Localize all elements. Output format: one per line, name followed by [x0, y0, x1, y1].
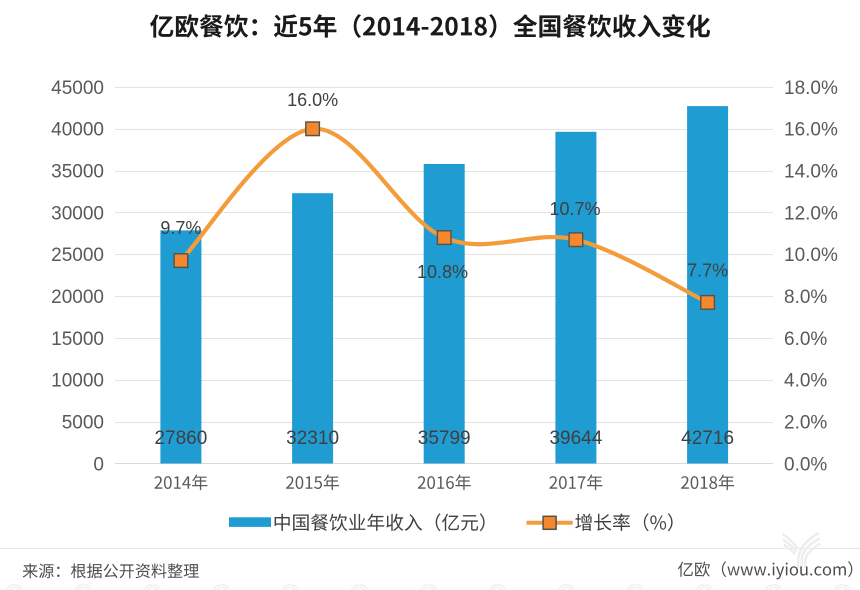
svg-text:20000: 20000 — [51, 287, 104, 308]
svg-text:4.0%: 4.0% — [784, 371, 827, 392]
svg-text:27860: 27860 — [154, 428, 207, 449]
svg-text:0: 0 — [93, 454, 104, 475]
svg-text:12.0%: 12.0% — [784, 203, 838, 224]
svg-text:32310: 32310 — [286, 428, 339, 449]
svg-text:9.7%: 9.7% — [160, 218, 201, 238]
svg-text:16.0%: 16.0% — [784, 120, 838, 141]
svg-text:18.0%: 18.0% — [784, 78, 838, 99]
svg-text:16.0%: 16.0% — [287, 90, 338, 110]
svg-text:10.0%: 10.0% — [784, 245, 838, 266]
svg-text:5000: 5000 — [62, 413, 104, 434]
svg-text:6.0%: 6.0% — [784, 329, 827, 350]
svg-text:2.0%: 2.0% — [784, 413, 827, 434]
svg-text:25000: 25000 — [51, 245, 104, 266]
svg-text:45000: 45000 — [51, 78, 104, 99]
svg-text:35799: 35799 — [418, 428, 471, 449]
svg-text:10000: 10000 — [51, 371, 104, 392]
svg-text:0.0%: 0.0% — [784, 454, 827, 475]
svg-text:30000: 30000 — [51, 203, 104, 224]
svg-text:10.8%: 10.8% — [417, 262, 468, 282]
svg-text:40000: 40000 — [51, 120, 104, 141]
svg-text:10.7%: 10.7% — [549, 199, 600, 219]
svg-text:42716: 42716 — [681, 428, 734, 449]
svg-text:8.0%: 8.0% — [784, 287, 827, 308]
svg-text:14.0%: 14.0% — [784, 162, 838, 183]
svg-text:15000: 15000 — [51, 329, 104, 350]
svg-text:39644: 39644 — [549, 428, 602, 449]
svg-text:35000: 35000 — [51, 162, 104, 183]
svg-text:7.7%: 7.7% — [687, 261, 728, 281]
